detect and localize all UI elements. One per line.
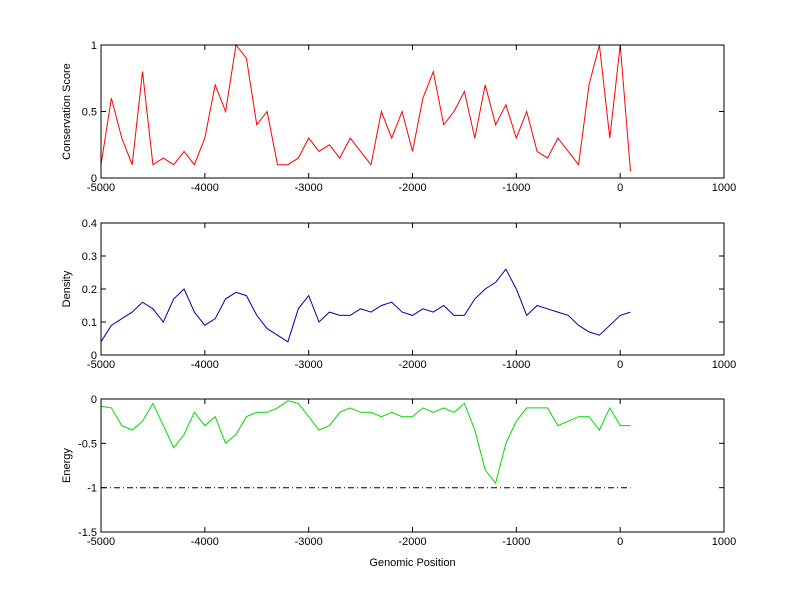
y-tick-label: -1: [87, 483, 97, 495]
y-tick-label: 0: [91, 350, 97, 362]
x-axis-label: Genomic Position: [369, 557, 455, 569]
x-tick-label: -4000: [191, 182, 219, 194]
y-axis-label: Density: [61, 270, 73, 307]
y-tick-label: 0: [91, 394, 97, 406]
y-tick-label: 1: [91, 40, 97, 52]
x-tick-label: -3000: [295, 182, 323, 194]
x-tick-label: -2000: [398, 359, 426, 371]
x-tick-label: -3000: [295, 359, 323, 371]
y-axis-label: Conservation Score: [61, 63, 73, 160]
x-tick-label: -1000: [502, 359, 530, 371]
x-tick-label: 1000: [712, 536, 736, 548]
x-tick-label: -4000: [191, 359, 219, 371]
x-tick-label: -5000: [87, 359, 115, 371]
y-tick-label: -1.5: [78, 527, 97, 539]
x-tick-label: -4000: [191, 536, 219, 548]
x-tick-label: 0: [617, 359, 623, 371]
y-tick-label: 0.5: [82, 107, 97, 119]
subplot: -5000 -4000 -3000 -2000 -1000 0 1000 0 0.5 1 Conse…: [61, 40, 736, 194]
y-tick-label: 0.2: [82, 284, 97, 296]
x-tick-label: -1000: [502, 536, 530, 548]
x-tick-label: -2000: [398, 182, 426, 194]
y-axis-label: Energy: [61, 448, 73, 483]
x-tick-label: 1000: [712, 359, 736, 371]
plot-area: [101, 45, 724, 178]
y-tick-label: 0.4: [82, 218, 97, 230]
subplot: -5000 -4000 -3000 -2000 -1000 0 1000 -1.5 -1 -0.5…: [61, 394, 736, 569]
x-tick-label: -2000: [398, 536, 426, 548]
x-tick-label: -5000: [87, 536, 115, 548]
plot-area: [101, 399, 724, 532]
subplot: -5000 -4000 -3000 -2000 -1000 0 1000 0 0.1 0.2 0.3…: [61, 218, 736, 371]
data-line: [100, 268, 631, 343]
y-tick-label: 0.3: [82, 251, 97, 263]
data-line: [100, 400, 631, 485]
x-tick-label: 1000: [712, 182, 736, 194]
data-line: [100, 43, 631, 172]
y-tick-label: -0.5: [78, 438, 97, 450]
y-tick-label: 0.1: [82, 317, 97, 329]
plot-area: [101, 223, 724, 355]
y-tick-label: 0: [91, 173, 97, 185]
x-tick-label: -1000: [502, 182, 530, 194]
x-tick-label: -3000: [295, 536, 323, 548]
x-tick-label: -5000: [87, 182, 115, 194]
x-tick-label: 0: [617, 182, 623, 194]
x-tick-label: 0: [617, 536, 623, 548]
